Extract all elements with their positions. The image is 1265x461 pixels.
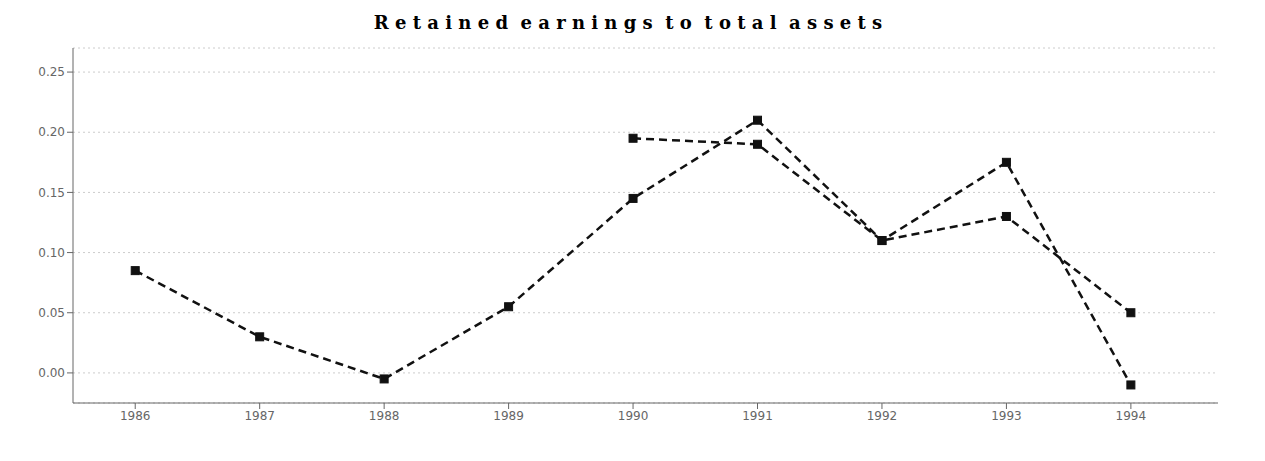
- svg-text:1992: 1992: [867, 409, 898, 423]
- svg-text:1989: 1989: [493, 409, 524, 423]
- svg-text:1993: 1993: [991, 409, 1022, 423]
- svg-text:1987: 1987: [244, 409, 275, 423]
- svg-text:1988: 1988: [369, 409, 400, 423]
- html-text:R e t a i n e d e a r n i n g: R e t a i n e d e a r n i n g s t o t o …: [373, 12, 883, 33]
- svg-text:0.00: 0.00: [38, 366, 65, 380]
- svg-text:0.05: 0.05: [38, 306, 65, 320]
- svg-text:0.15: 0.15: [38, 186, 65, 200]
- svg-text:1986: 1986: [120, 409, 151, 423]
- svg-text:1991: 1991: [742, 409, 773, 423]
- svg-text:0.20: 0.20: [38, 125, 65, 139]
- svg-text:0.25: 0.25: [38, 65, 65, 79]
- svg-text:0.10: 0.10: [38, 246, 65, 260]
- svg-text:1994: 1994: [1116, 409, 1147, 423]
- svg-text:1990: 1990: [618, 409, 649, 423]
